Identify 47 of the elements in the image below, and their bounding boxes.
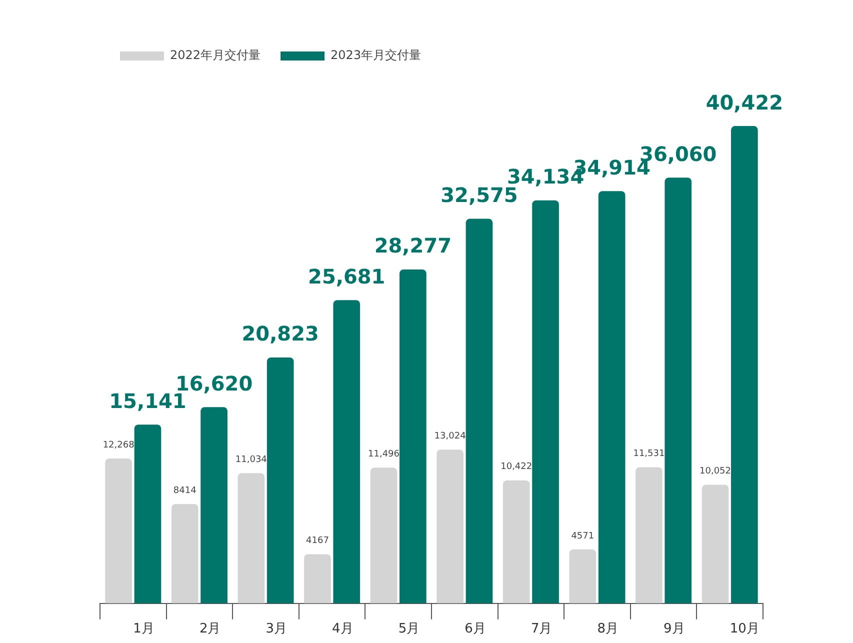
x-tick-label: 9月 bbox=[664, 622, 685, 637]
data-label: 10,422 bbox=[500, 462, 532, 472]
x-tick-label: 3月 bbox=[266, 622, 288, 637]
legend-label: 2022年月交付量 bbox=[170, 48, 261, 62]
data-label: 12,268 bbox=[102, 440, 135, 450]
data-label: 8414 bbox=[173, 486, 197, 496]
x-tick-label: 10月 bbox=[730, 622, 760, 637]
bar bbox=[304, 554, 331, 604]
bar bbox=[200, 407, 228, 604]
bar bbox=[370, 468, 398, 604]
bar bbox=[400, 269, 426, 604]
bar bbox=[466, 218, 493, 604]
data-label: 4571 bbox=[571, 531, 594, 542]
x-tick-label: 5月 bbox=[398, 622, 420, 637]
bar bbox=[636, 467, 662, 604]
data-label: 11,531 bbox=[633, 449, 665, 460]
bar bbox=[702, 484, 729, 604]
bar bbox=[134, 424, 162, 604]
bar bbox=[105, 458, 132, 604]
bar bbox=[266, 358, 294, 604]
data-label: 40,422 bbox=[706, 90, 784, 114]
x-tick-label: 2月 bbox=[199, 622, 221, 637]
data-label: 4167 bbox=[306, 536, 329, 546]
bar bbox=[238, 473, 265, 604]
bar bbox=[731, 126, 758, 604]
data-label: 10,052 bbox=[700, 466, 732, 477]
bar bbox=[502, 480, 530, 604]
x-tick-label: 1月 bbox=[133, 622, 154, 637]
bar bbox=[569, 549, 596, 604]
x-tick-label: 6月 bbox=[464, 622, 486, 637]
data-label: 32,575 bbox=[440, 182, 518, 207]
x-tick-label: 7月 bbox=[530, 622, 552, 637]
data-label: 11,496 bbox=[368, 449, 400, 460]
data-label: 13,024 bbox=[434, 431, 466, 442]
x-tick-label: 8月 bbox=[597, 622, 619, 637]
data-label: 25,681 bbox=[308, 264, 386, 288]
data-label: 20,823 bbox=[242, 322, 319, 346]
bar bbox=[532, 200, 559, 604]
data-label: 28,277 bbox=[374, 234, 452, 258]
data-label: 11,034 bbox=[235, 454, 268, 465]
x-tick-label: 4月 bbox=[332, 622, 354, 637]
bar bbox=[333, 300, 360, 604]
bar bbox=[436, 450, 464, 604]
bar bbox=[598, 191, 626, 604]
legend-label: 2023年月交付量 bbox=[330, 48, 422, 62]
bar bbox=[171, 504, 198, 604]
bar bbox=[664, 178, 692, 604]
